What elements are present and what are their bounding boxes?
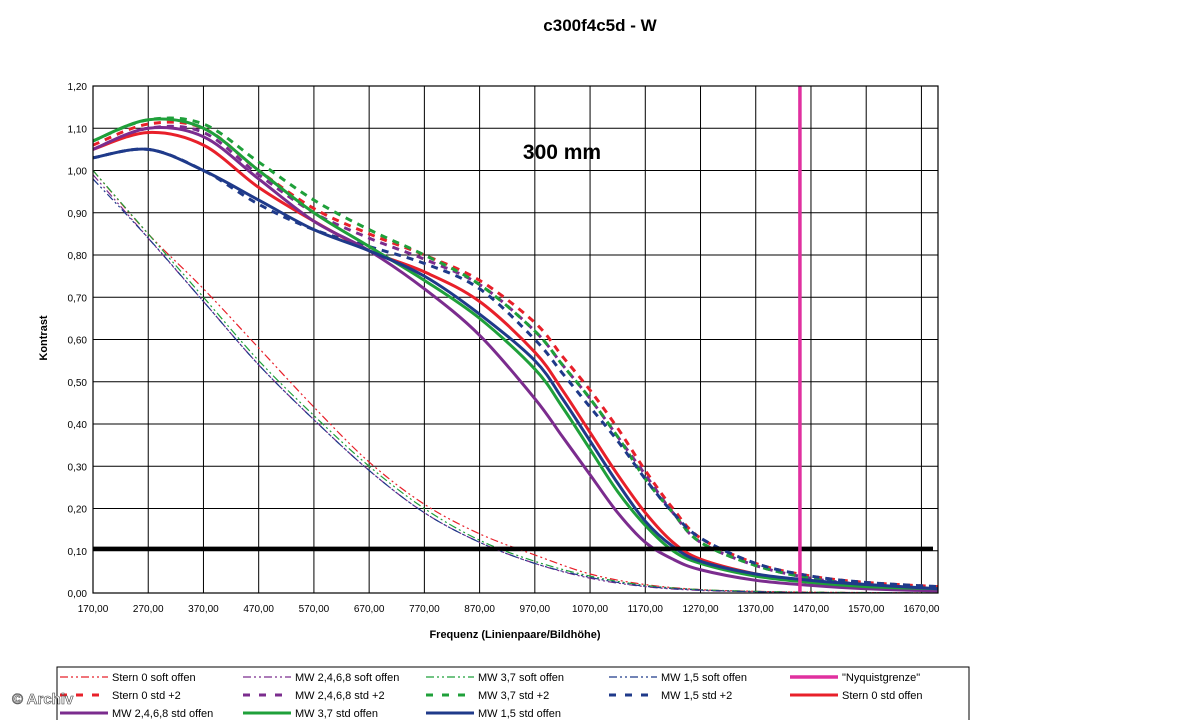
x-tick-label: 370,00	[188, 604, 219, 615]
legend-label: MW 1,5 std offen	[478, 708, 561, 720]
watermark: © Archiv	[12, 691, 74, 708]
legend-label: MW 1,5 soft offen	[661, 672, 747, 684]
x-tick-label: 1070,00	[572, 604, 609, 615]
x-tick-label: 670,00	[354, 604, 385, 615]
legend-label: MW 2,4,6,8 std offen	[112, 708, 213, 720]
y-tick-label: 0,00	[68, 589, 88, 600]
x-tick-label: 1470,00	[793, 604, 830, 615]
y-tick-label: 0,50	[68, 378, 88, 389]
y-tick-label: 1,00	[68, 167, 88, 178]
series-line-mw-2-4-6-8-std-offen	[93, 125, 938, 593]
series-line-mw-3-7-soft-offen	[93, 170, 938, 593]
y-tick-label: 0,60	[68, 336, 88, 347]
x-tick-label: 1370,00	[738, 604, 775, 615]
legend: Stern 0 soft offen MW 2,4,6,8 soft offen M…	[56, 666, 970, 720]
plot-frame	[92, 85, 939, 594]
y-tick-label: 0,90	[68, 209, 88, 220]
reference-lines	[93, 86, 933, 593]
series-line-stern-0-soft-offen	[93, 170, 938, 593]
y-tick-label: 0,40	[68, 420, 88, 431]
x-tick-label: 1270,00	[682, 604, 719, 615]
x-tick-label: 570,00	[299, 604, 330, 615]
series-line-mw-1-5-std-offen	[93, 147, 938, 591]
legend-label: MW 3,7 std offen	[295, 708, 378, 720]
x-tick-label: 470,00	[243, 604, 274, 615]
y-tick-label: 0,80	[68, 251, 88, 262]
x-tick-label: 970,00	[520, 604, 551, 615]
y-tick-label: 0,20	[68, 505, 88, 516]
legend-label: MW 2,4,6,8 std +2	[295, 690, 385, 702]
y-tick-label: 1,10	[68, 124, 88, 135]
x-tick-label: 770,00	[409, 604, 440, 615]
y-tick-label: 0,10	[68, 547, 88, 558]
x-tick-label: 870,00	[464, 604, 495, 615]
series-layer	[93, 116, 938, 593]
y-axis-title: Kontrast	[38, 315, 50, 361]
legend-label: "Nyquistgrenze"	[842, 672, 920, 684]
series-line-mw-3-7-std-2	[93, 116, 938, 591]
series-line-mw-1-5-std-2	[93, 147, 938, 589]
series-line-mw-3-7-std-offen	[93, 117, 938, 591]
x-tick-label: 270,00	[133, 604, 164, 615]
x-tick-label: 1570,00	[848, 604, 885, 615]
x-tick-label: 1170,00	[628, 604, 664, 615]
x-axis-title: Frequenz (Linienpaare/Bildhöhe)	[429, 629, 600, 641]
legend-label: Stern 0 soft offen	[112, 672, 196, 684]
legend-label: Stern 0 std +2	[112, 690, 181, 702]
y-tick-label: 0,30	[68, 462, 88, 473]
legend-label: Stern 0 std offen	[842, 690, 923, 702]
series-line-mw-1-5-soft-offen	[93, 178, 938, 593]
y-tick-label: 1,20	[68, 82, 88, 93]
tick-labels: 170,00 270,00 370,00 470,00 570,00 670,00 770,…	[68, 82, 940, 615]
chart-title: c300f4c5d - W	[543, 16, 657, 35]
grid	[92, 85, 938, 594]
focal-length-annotation: 300 mm	[523, 141, 601, 164]
legend-label: MW 2,4,6,8 soft offen	[295, 672, 399, 684]
legend-label: MW 3,7 soft offen	[478, 672, 564, 684]
y-tick-label: 0,70	[68, 293, 88, 304]
x-tick-label: 1670,00	[903, 604, 940, 615]
legend-label: MW 1,5 std +2	[661, 690, 732, 702]
x-tick-label: 170,00	[78, 604, 109, 615]
legend-label: MW 3,7 std +2	[478, 690, 549, 702]
